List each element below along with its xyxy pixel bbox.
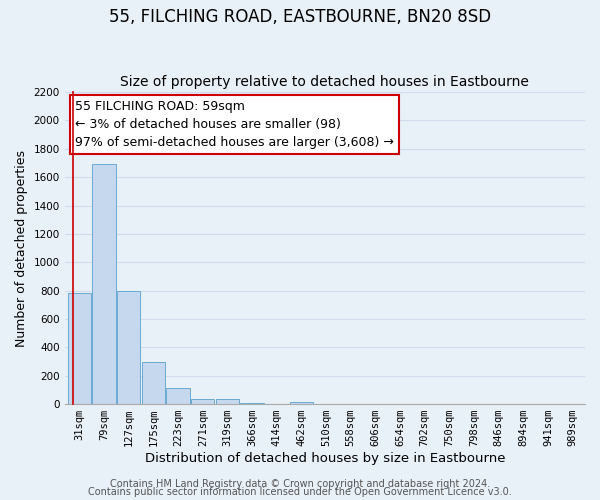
Text: 55, FILCHING ROAD, EASTBOURNE, BN20 8SD: 55, FILCHING ROAD, EASTBOURNE, BN20 8SD: [109, 8, 491, 26]
Bar: [191, 398, 214, 404]
Bar: [92, 164, 116, 404]
Text: Contains HM Land Registry data © Crown copyright and database right 2024.: Contains HM Land Registry data © Crown c…: [110, 479, 490, 489]
Bar: [216, 399, 239, 404]
Text: Contains public sector information licensed under the Open Government Licence v3: Contains public sector information licen…: [88, 487, 512, 497]
Y-axis label: Number of detached properties: Number of detached properties: [15, 150, 28, 346]
Bar: [290, 402, 313, 404]
Title: Size of property relative to detached houses in Eastbourne: Size of property relative to detached ho…: [121, 76, 529, 90]
X-axis label: Distribution of detached houses by size in Eastbourne: Distribution of detached houses by size …: [145, 452, 505, 465]
Bar: [117, 290, 140, 404]
Text: 55 FILCHING ROAD: 59sqm
← 3% of detached houses are smaller (98)
97% of semi-det: 55 FILCHING ROAD: 59sqm ← 3% of detached…: [75, 100, 394, 149]
Bar: [142, 362, 165, 404]
Bar: [166, 388, 190, 404]
Bar: [68, 294, 91, 404]
